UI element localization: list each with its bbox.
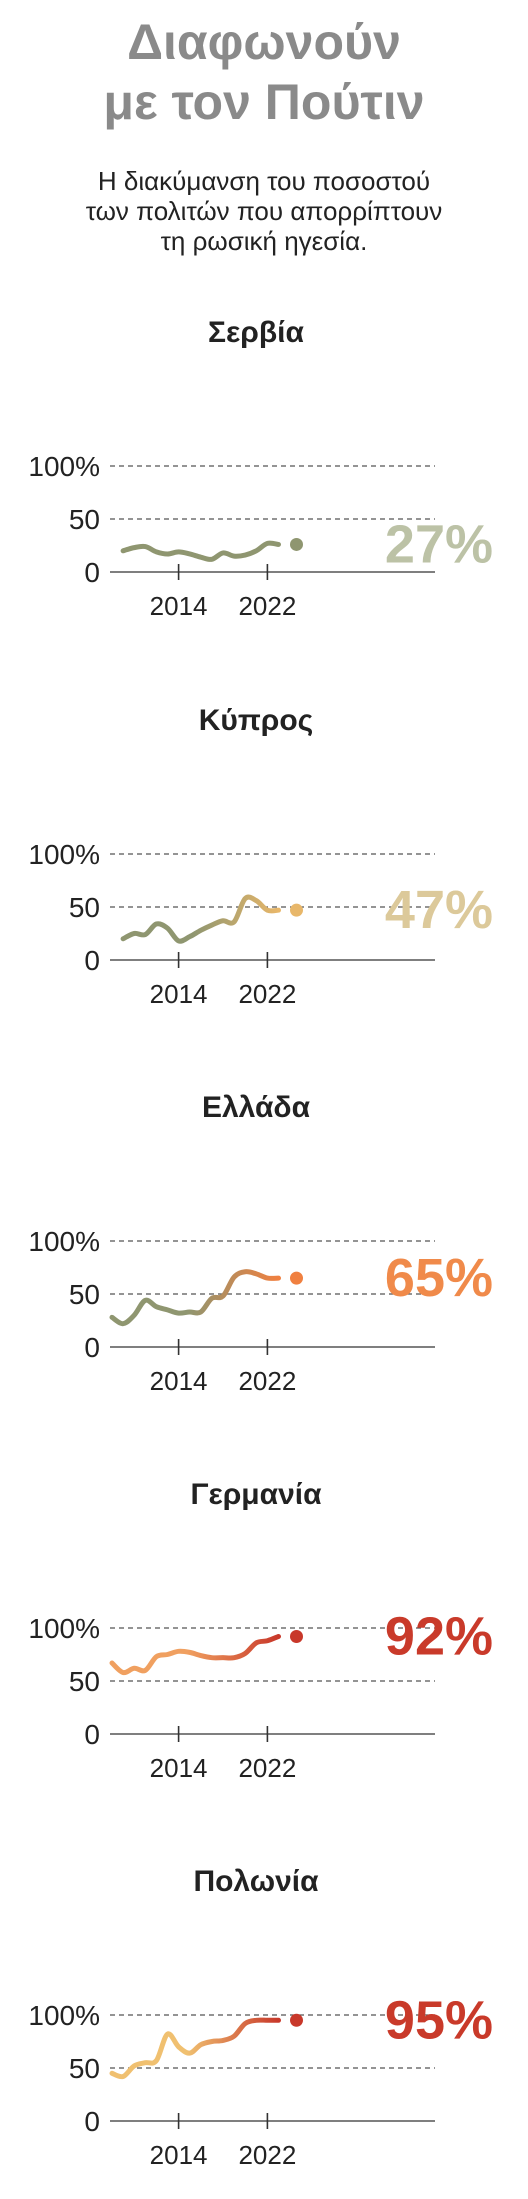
y-tick-label: 0 [84,945,100,976]
y-tick-label: 100% [28,1613,100,1644]
y-tick-label: 100% [28,1226,100,1257]
y-tick-label: 50 [69,504,100,535]
x-tick-label: 2022 [238,1753,296,1783]
x-tick-label: 2022 [238,979,296,1009]
end-point [290,537,303,551]
x-tick-label: 2014 [150,2140,208,2170]
chart-title: Πολωνία [193,1865,319,1898]
y-tick-label: 50 [69,2053,100,2084]
x-tick-label: 2014 [150,591,208,621]
title-line-2: με τον Πούτιν [103,74,425,130]
series-line [109,1269,281,1327]
x-tick-label: 2014 [150,979,208,1009]
subtitle-line-2: των πολιτών που απορρίπτουν [85,196,443,226]
end-point [290,1271,303,1285]
y-tick-label: 0 [84,557,100,588]
final-value-label: 65% [385,1248,493,1308]
chart-panel: Σερβία 0 50 100% 2014 2022 27% [0,300,528,650]
series-line [109,2017,281,2080]
end-point [290,2013,303,2027]
y-tick-label: 50 [69,1666,100,1697]
y-tick-label: 100% [28,839,100,870]
y-tick-label: 0 [84,1332,100,1363]
y-tick-label: 50 [69,1279,100,1310]
subtitle-line-1: Η διακύμανση του ποσοστού [97,166,431,196]
end-point [290,1629,303,1643]
y-tick-label: 50 [69,892,100,923]
y-tick-label: 100% [28,2000,100,2031]
chart-panel: Ελλάδα 0 50 100% 2014 2022 65% [0,1075,528,1425]
series-line [120,540,281,562]
chart-title: Γερμανία [190,1478,322,1511]
final-value-label: 92% [385,1606,493,1666]
page-title: Διαφωνούν με τον Πούτιν [0,12,528,132]
chart-panel: Γερμανία 0 50 100% 2014 2022 92% [0,1462,528,1812]
chart-panel: Πολωνία 0 50 100% 2014 2022 95% [0,1849,528,2199]
x-tick-label: 2022 [238,2140,296,2170]
final-value-label: 95% [385,1990,493,2050]
y-tick-label: 0 [84,1719,100,1750]
series-line [109,1633,281,1676]
line-chart: Κύπρος 0 50 100% 2014 2022 47% [28,704,493,1009]
page-subtitle: Η διακύμανση του ποσοστού των πολιτών πο… [0,166,528,256]
line-chart: Ελλάδα 0 50 100% 2014 2022 65% [28,1091,493,1396]
final-value-label: 47% [385,880,493,940]
final-value-label: 27% [385,514,493,574]
title-line-1: Διαφωνούν [127,14,401,70]
end-point [290,903,303,917]
x-tick-label: 2014 [150,1366,208,1396]
x-tick-label: 2022 [238,1366,296,1396]
chart-panel: Κύπρος 0 50 100% 2014 2022 47% [0,688,528,1038]
line-chart: Πολωνία 0 50 100% 2014 2022 95% [28,1865,493,2170]
y-tick-label: 0 [84,2106,100,2137]
x-tick-label: 2014 [150,1753,208,1783]
line-chart: Γερμανία 0 50 100% 2014 2022 92% [28,1478,493,1783]
y-tick-label: 100% [28,451,100,482]
series-line [120,894,281,944]
subtitle-line-3: τη ρωσική ηγεσία. [160,226,368,256]
line-chart: Σερβία 0 50 100% 2014 2022 27% [28,316,493,621]
chart-title: Ελλάδα [202,1091,311,1124]
chart-title: Σερβία [208,316,304,349]
x-tick-label: 2022 [238,591,296,621]
chart-title: Κύπρος [199,704,314,737]
